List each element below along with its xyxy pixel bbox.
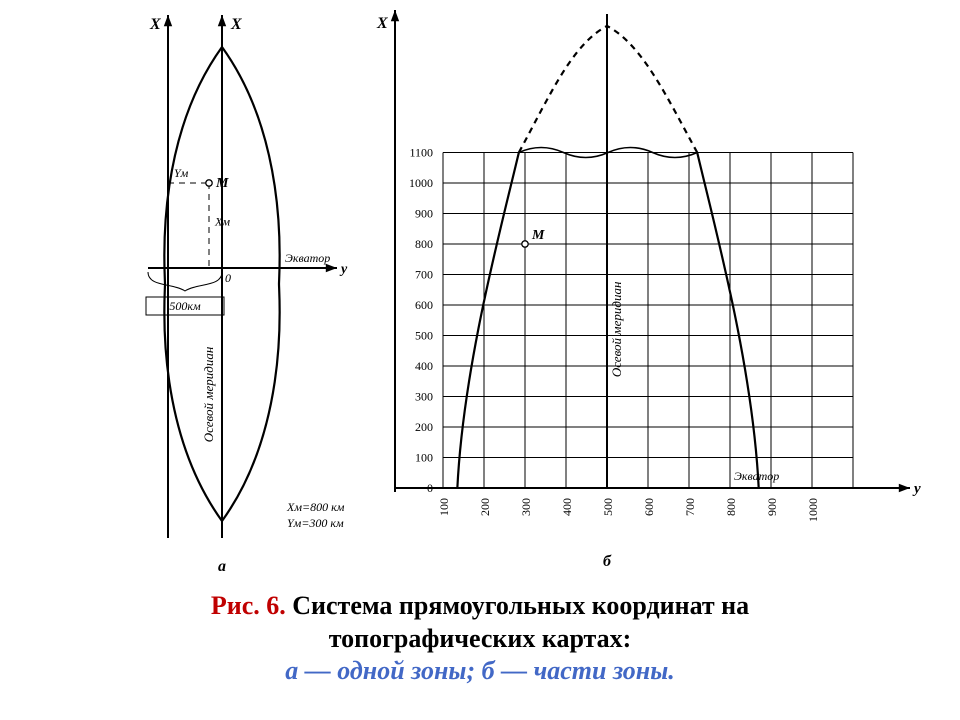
- svg-text:600: 600: [642, 498, 656, 516]
- svg-text:М: М: [215, 176, 229, 191]
- svg-text:500км: 500км: [169, 299, 201, 313]
- svg-text:0: 0: [225, 271, 231, 285]
- caption-sub-b-text: — части зоны.: [495, 656, 675, 685]
- figure-caption: Рис. 6. Система прямоугольных координат …: [0, 590, 960, 688]
- svg-text:б: б: [603, 553, 612, 570]
- caption-sub-a-text: — одной зоны;: [298, 656, 481, 685]
- svg-text:а: а: [218, 558, 226, 575]
- svg-text:900: 900: [415, 207, 433, 221]
- svg-text:Экватор: Экватор: [734, 469, 779, 483]
- svg-text:300: 300: [415, 390, 433, 404]
- svg-text:400: 400: [415, 359, 433, 373]
- svg-text:Yм: Yм: [174, 166, 189, 180]
- svg-text:X: X: [149, 16, 161, 33]
- svg-text:600: 600: [415, 298, 433, 312]
- svg-text:200: 200: [415, 420, 433, 434]
- svg-text:900: 900: [765, 498, 779, 516]
- svg-text:400: 400: [560, 498, 574, 516]
- svg-text:Xм: Xм: [214, 215, 230, 229]
- svg-text:0: 0: [427, 481, 433, 495]
- svg-text:700: 700: [683, 498, 697, 516]
- caption-title-1: Система прямоугольных координат на: [286, 591, 749, 620]
- panel-b: Xy 0 100 200 300 400 500 600 700 800 900 1000 1100 10…: [376, 10, 921, 570]
- svg-text:Экватор: Экватор: [285, 251, 330, 265]
- svg-text:X: X: [230, 16, 242, 33]
- svg-text:1100: 1100: [409, 146, 433, 160]
- svg-text:Xм=800 км: Xм=800 км: [286, 500, 345, 514]
- caption-sub-b-key: б: [482, 656, 495, 685]
- caption-key: Рис. 6.: [211, 591, 286, 620]
- svg-text:500: 500: [601, 498, 615, 516]
- svg-text:800: 800: [724, 498, 738, 516]
- svg-text:500: 500: [415, 329, 433, 343]
- caption-title-2: топографических картах:: [329, 624, 632, 653]
- svg-text:Осевой меридиан: Осевой меридиан: [201, 347, 216, 443]
- svg-text:Осевой меридиан: Осевой меридиан: [609, 282, 624, 378]
- svg-text:1000: 1000: [409, 176, 433, 190]
- caption-sub-a-key: а: [285, 656, 298, 685]
- svg-text:700: 700: [415, 268, 433, 282]
- panel-a: X X 0 Экватор y 500км М Yм Xм Осевой меридиан Xм=8…: [146, 15, 348, 575]
- svg-text:Yм=300 км: Yм=300 км: [287, 516, 344, 530]
- svg-text:100: 100: [437, 498, 451, 516]
- svg-text:100: 100: [415, 451, 433, 465]
- svg-text:200: 200: [478, 498, 492, 516]
- svg-text:X: X: [376, 15, 388, 32]
- svg-text:y: y: [912, 481, 921, 497]
- svg-text:300: 300: [519, 498, 533, 516]
- svg-text:y: y: [339, 262, 348, 277]
- svg-text:М: М: [531, 228, 545, 243]
- svg-text:800: 800: [415, 237, 433, 251]
- svg-text:1000: 1000: [806, 498, 820, 522]
